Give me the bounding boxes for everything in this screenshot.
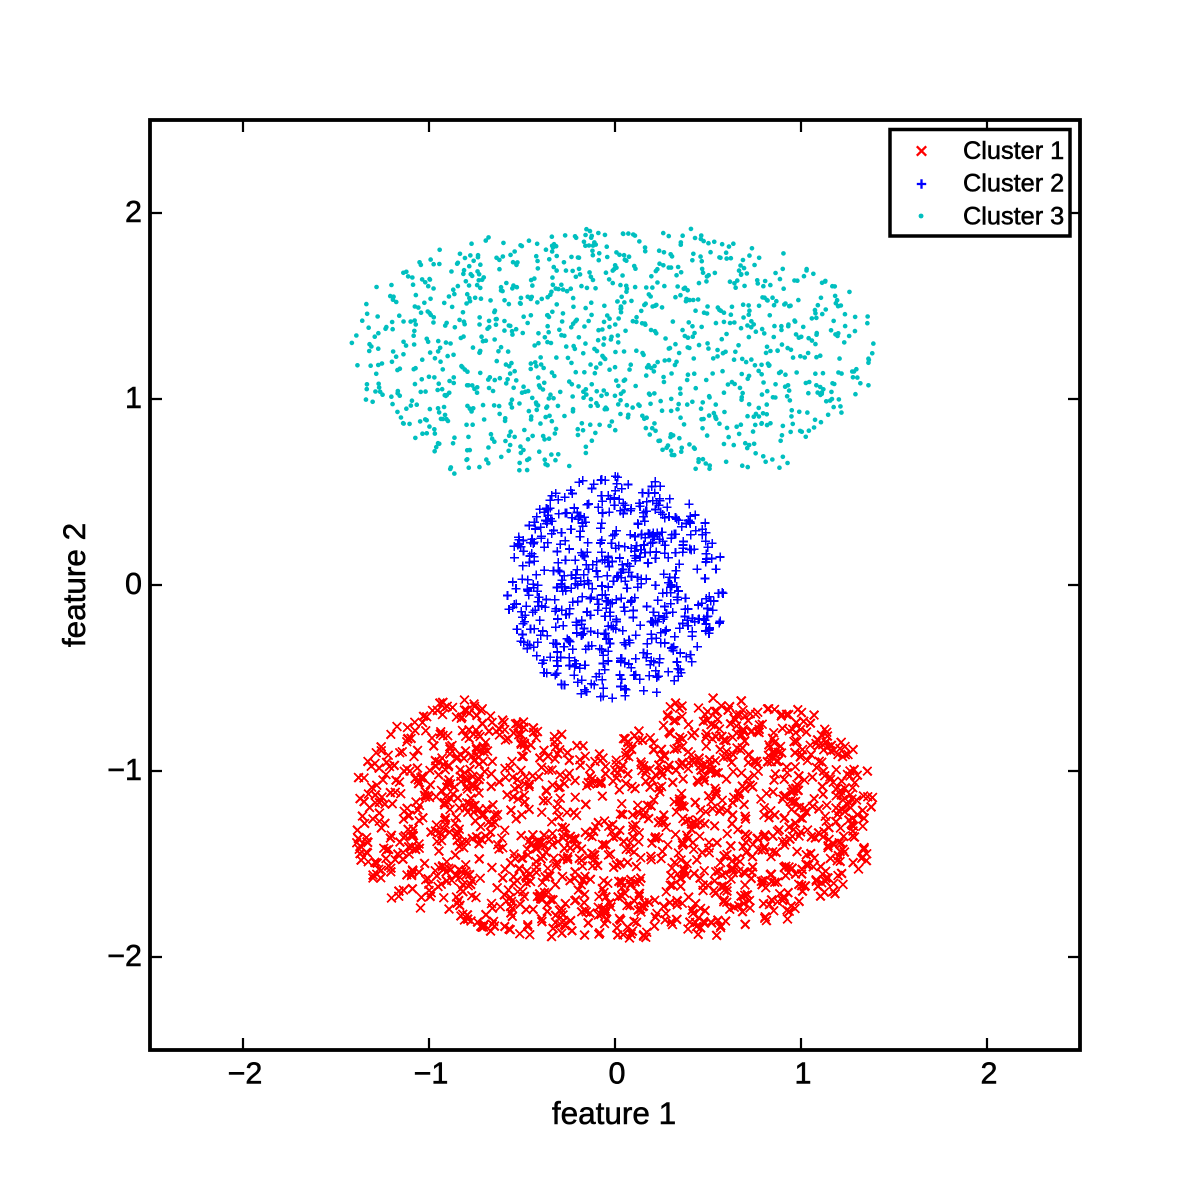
- svg-text:feature 2: feature 2: [56, 523, 92, 647]
- svg-text:−2: −2: [107, 939, 142, 973]
- svg-text:feature 1: feature 1: [552, 1095, 676, 1131]
- svg-text:−1: −1: [414, 1057, 449, 1091]
- svg-text:0: 0: [125, 567, 142, 601]
- svg-text:1: 1: [795, 1057, 812, 1091]
- svg-text:0: 0: [609, 1057, 626, 1091]
- svg-text:Cluster 3: Cluster 3: [963, 202, 1064, 230]
- svg-text:−1: −1: [107, 753, 142, 787]
- svg-text:−2: −2: [228, 1057, 263, 1091]
- svg-text:2: 2: [125, 195, 142, 229]
- svg-text:2: 2: [981, 1057, 998, 1091]
- svg-text:Cluster 2: Cluster 2: [963, 170, 1064, 198]
- svg-text:Cluster 1: Cluster 1: [963, 137, 1064, 165]
- svg-text:1: 1: [125, 381, 142, 415]
